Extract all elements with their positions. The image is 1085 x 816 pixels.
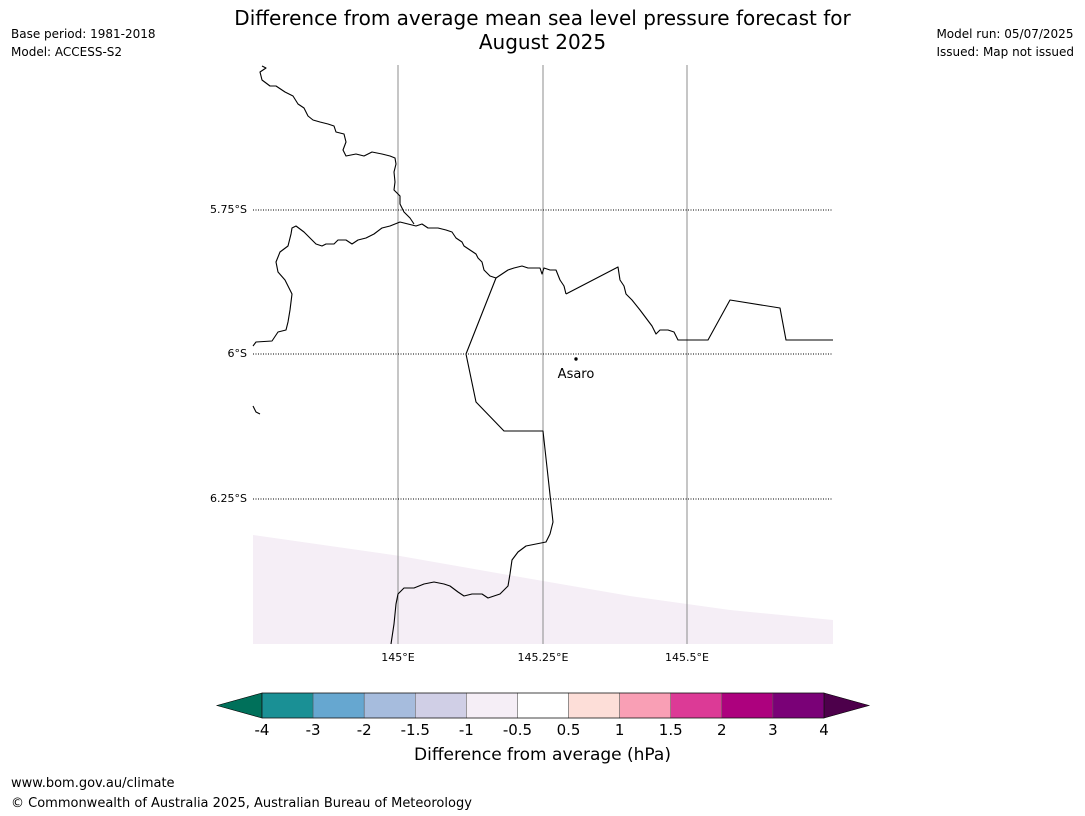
title-line-2: August 2025 <box>478 30 607 54</box>
colorbar-tick-label: 1 <box>615 721 625 739</box>
colorbar-outline <box>261 692 825 719</box>
colorbar-tick-label: 4 <box>819 721 829 739</box>
colorbar-segment <box>772 692 825 719</box>
colorbar-segment <box>721 692 774 719</box>
footer-url[interactable]: www.bom.gov.au/climate <box>11 776 175 791</box>
colorbar-tick-label: -3 <box>306 721 321 739</box>
meta-left: Base period: 1981-2018 Model: ACCESS-S2 <box>11 25 156 61</box>
lon-label-145e: 145°E <box>381 651 414 664</box>
colorbar-tick-label: -0.5 <box>503 721 532 739</box>
colorbar: -4 -3 -2 -1.5 -1 -0.5 0.5 1 1.5 2 3 4 <box>215 692 871 739</box>
colorbar-segment <box>619 692 671 719</box>
colorbar-segment <box>261 692 314 719</box>
colorbar-segment <box>415 692 467 719</box>
colorbar-tick-label: 1.5 <box>659 721 683 739</box>
colorbar-tick-label: 3 <box>768 721 778 739</box>
title-line-1: Difference from average mean sea level p… <box>234 6 851 30</box>
colorbar-segment <box>363 692 416 719</box>
asaro-label: Asaro <box>558 367 595 382</box>
colorbar-segment <box>517 692 569 719</box>
colorbar-under-arrow <box>215 692 263 719</box>
colorbar-tick-label: -1 <box>459 721 474 739</box>
colorbar-tick-label: -4 <box>255 721 270 739</box>
meta-right: Model run: 05/07/2025 Issued: Map not is… <box>936 25 1074 61</box>
boundary-south <box>390 277 554 645</box>
model-run-text: Model run: 05/07/2025 <box>936 27 1074 41</box>
lat-label-6-25s: 6.25°S <box>210 492 247 505</box>
issued-text: Issued: Map not issued <box>936 45 1074 59</box>
base-period-text: Base period: 1981-2018 <box>11 27 156 41</box>
model-text: Model: ACCESS-S2 <box>11 45 123 59</box>
colorbar-segment <box>312 692 365 719</box>
lon-label-145-25e: 145.25°E <box>518 651 569 664</box>
map-title: Difference from average mean sea level p… <box>0 6 1085 54</box>
boundary-northeast <box>565 266 833 341</box>
boundary-central <box>252 221 567 347</box>
colorbar-tick-label: 0.5 <box>557 721 581 739</box>
map-panel: Asaro 5.75°S 6°S 6.25°S 145°E 145.25°E 1… <box>210 65 833 664</box>
lon-label-145-5e: 145.5°E <box>665 651 709 664</box>
colorbar-over-arrow <box>823 692 871 719</box>
lat-label-6s: 6°S <box>228 347 247 360</box>
footer-copyright: © Commonwealth of Australia 2025, Austra… <box>11 796 472 811</box>
colorbar-label: Difference from average (hPa) <box>414 745 671 765</box>
colorbar-tick-label: -2 <box>357 721 372 739</box>
boundary-west-fragment <box>252 405 261 415</box>
colorbar-tick-label: 2 <box>717 721 727 739</box>
asaro-marker <box>574 357 578 361</box>
lat-label-5-75s: 5.75°S <box>210 203 247 216</box>
colorbar-segment <box>466 692 518 719</box>
colorbar-segment <box>568 692 620 719</box>
colorbar-segment <box>670 692 723 719</box>
colorbar-tick-label: -1.5 <box>401 721 430 739</box>
boundary-northwest <box>259 65 415 225</box>
